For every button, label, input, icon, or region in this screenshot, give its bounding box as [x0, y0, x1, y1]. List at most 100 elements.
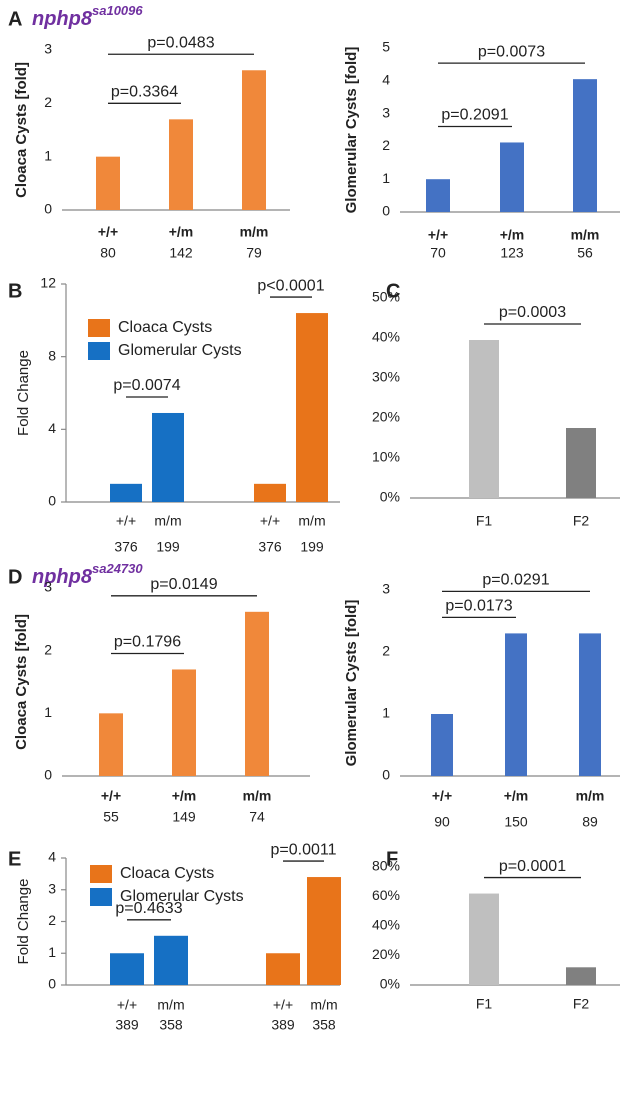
x-tick-label: +/+ [98, 224, 118, 240]
p-value: p=0.0149 [150, 576, 217, 593]
x-tick-label: F1 [476, 513, 493, 529]
bar [500, 142, 524, 212]
x-tick-label: +/m [500, 227, 525, 243]
n-label: 199 [156, 539, 180, 555]
bar [172, 669, 196, 776]
n-label: 79 [246, 245, 262, 261]
p-value: p=0.0074 [113, 377, 180, 394]
p-value: p=0.1796 [114, 634, 181, 651]
x-tick-label: m/m [576, 788, 605, 804]
y-tick-label: 1 [382, 705, 390, 721]
x-tick-label: +/+ [117, 997, 137, 1013]
legend-swatch [88, 342, 110, 360]
x-tick-label: m/m [154, 513, 181, 529]
bar [99, 713, 123, 776]
y-tick-label: 40% [372, 917, 400, 933]
x-tick-label: +/+ [273, 997, 293, 1013]
n-label: 56 [577, 245, 593, 261]
y-tick-label: 0 [48, 976, 56, 992]
y-tick-label: 0% [380, 489, 400, 505]
x-tick-label: m/m [240, 224, 269, 240]
bar [307, 877, 341, 985]
panel-title: nphp8sa10096 [32, 3, 143, 30]
panel-letter: D [8, 566, 22, 588]
x-tick-label: m/m [243, 788, 272, 804]
y-axis-label: Fold Change [15, 879, 32, 965]
title-main: nphp8 [32, 566, 93, 588]
n-label: 80 [100, 245, 116, 261]
p-value: p=0.0173 [445, 598, 512, 615]
bar [469, 893, 499, 985]
y-tick-label: 4 [48, 849, 56, 865]
x-tick-label: +/+ [260, 513, 280, 529]
y-tick-label: 1 [382, 170, 390, 186]
bar [426, 179, 450, 212]
legend-label: Glomerular Cysts [118, 342, 242, 359]
n-label: 70 [430, 245, 446, 261]
x-tick-label: m/m [310, 997, 337, 1013]
title-main: nphp8 [32, 8, 93, 30]
panel-title: nphp8sa24730 [32, 561, 143, 588]
p-value: p=0.0001 [499, 858, 566, 875]
y-tick-label: 3 [44, 579, 52, 595]
bar [154, 935, 188, 985]
bar [469, 340, 499, 498]
y-axis-label: Glomerular Cysts [fold] [343, 600, 360, 767]
x-tick-label: m/m [298, 513, 325, 529]
y-tick-label: 40% [372, 329, 400, 345]
x-tick-label: +/m [172, 788, 197, 804]
y-tick-label: 2 [44, 641, 52, 657]
p-value: p=0.0003 [499, 304, 566, 321]
bar [242, 70, 266, 211]
bar [573, 79, 597, 212]
n-label: 389 [271, 1017, 295, 1033]
legend-swatch [90, 888, 112, 906]
y-axis-label: Fold Change [15, 350, 32, 436]
p-value: p=0.0011 [271, 841, 337, 858]
title-sup: sa10096 [92, 3, 143, 18]
y-tick-label: 50% [372, 289, 400, 305]
n-label: 90 [434, 814, 450, 830]
n-label: 123 [500, 245, 524, 261]
y-tick-label: 1 [44, 704, 52, 720]
y-tick-label: 2 [382, 137, 390, 153]
y-tick-label: 3 [382, 581, 390, 597]
n-label: 89 [582, 814, 598, 830]
n-label: 150 [504, 814, 528, 830]
x-tick-label: m/m [571, 227, 600, 243]
n-label: 74 [249, 809, 265, 825]
y-tick-label: 3 [382, 104, 390, 120]
y-tick-label: 80% [372, 858, 400, 874]
x-tick-label: +/+ [116, 513, 136, 529]
n-label: 149 [172, 809, 196, 825]
legend-label: Cloaca Cysts [120, 865, 214, 882]
y-tick-label: 0 [382, 767, 390, 783]
x-tick-label: +/+ [432, 788, 452, 804]
p-value: p=0.0483 [147, 34, 214, 51]
x-tick-label: F2 [573, 513, 590, 529]
y-tick-label: 4 [382, 72, 390, 88]
n-label: 376 [258, 539, 282, 555]
legend-label: Cloaca Cysts [118, 319, 212, 336]
panel-letter: E [8, 848, 21, 870]
bar [169, 119, 193, 210]
n-label: 389 [115, 1017, 139, 1033]
y-tick-label: 20% [372, 946, 400, 962]
n-label: 358 [159, 1017, 183, 1033]
p-value: p=0.0291 [482, 572, 549, 589]
y-tick-label: 12 [40, 275, 56, 291]
p-value: p=0.3364 [111, 84, 178, 101]
bar [110, 953, 144, 985]
x-tick-label: +/m [169, 224, 194, 240]
n-label: 358 [312, 1017, 336, 1033]
y-tick-label: 20% [372, 409, 400, 425]
y-axis-label: Cloaca Cysts [fold] [13, 614, 30, 750]
bar [566, 428, 596, 498]
y-tick-label: 4 [48, 420, 56, 436]
n-label: 55 [103, 809, 119, 825]
x-tick-label: +/+ [101, 788, 121, 804]
y-tick-label: 0 [44, 201, 52, 217]
y-tick-label: 2 [382, 643, 390, 659]
bar [566, 967, 596, 985]
